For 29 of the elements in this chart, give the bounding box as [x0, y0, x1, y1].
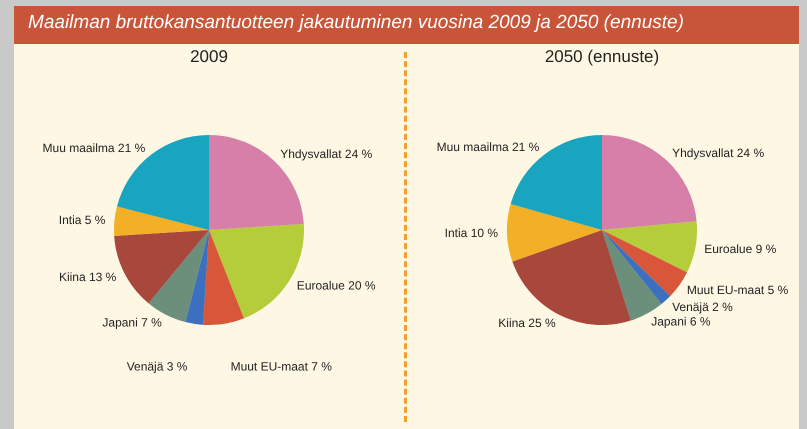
chart-title: Maailman bruttokansantuotteen jakautuminen vuosina 2009 ja 2050 (ennuste)	[14, 6, 799, 44]
slice-label: Venäjä 2 %	[672, 300, 734, 314]
pie-slice	[185, 230, 209, 325]
pie-slice	[602, 230, 670, 304]
slice-label: Kiina 13 %	[58, 270, 117, 284]
pie-slice	[203, 230, 244, 325]
slice-label: Japani 7 %	[102, 316, 162, 330]
chart-title: 2050 (ennuste)	[544, 47, 660, 66]
pie-slice	[114, 206, 209, 236]
pie-slice	[116, 135, 209, 230]
slice-label: Muu maailma 21 %	[42, 140, 146, 155]
chart-subtitle: 2009	[190, 47, 228, 66]
slice-label: Euroalue 9 %	[704, 242, 777, 256]
pie-slice	[507, 204, 602, 262]
slice-label: Japani 6 %	[651, 314, 711, 329]
pie-slice	[510, 135, 602, 230]
slice-label: Muu maailma 21 %	[436, 140, 540, 154]
slice-label: Yhdysvallat 24 %	[280, 147, 373, 162]
slice-label: Euroalue 20 %	[296, 278, 376, 293]
pie-slice	[602, 221, 697, 272]
slice-label: Yhdysvallat 24 %	[672, 146, 764, 160]
pie-slice	[114, 230, 209, 304]
slice-label: Intia 5 %	[58, 213, 106, 228]
slice-label: Muut EU-maat 7 %	[230, 359, 332, 374]
slice-label: Kiina 25 %	[498, 316, 556, 330]
pie-slice	[602, 230, 688, 296]
slice-label: Intia 10 %	[444, 226, 498, 240]
slice-label: Venäjä 3 %	[126, 359, 188, 374]
slice-label: Muut EU-maat 5 %	[686, 283, 789, 298]
